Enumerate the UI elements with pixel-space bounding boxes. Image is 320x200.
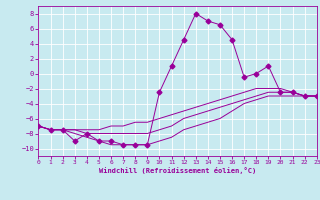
- X-axis label: Windchill (Refroidissement éolien,°C): Windchill (Refroidissement éolien,°C): [99, 167, 256, 174]
